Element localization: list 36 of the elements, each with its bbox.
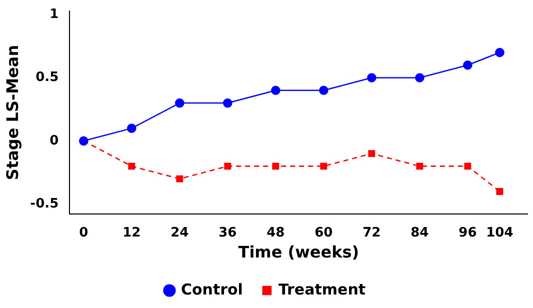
y-tick-label: 1 [50, 6, 59, 22]
point [126, 124, 136, 133]
x-tick-label: 84 [410, 225, 429, 240]
x-tick-label: 60 [314, 225, 333, 240]
legend-label: Treatment [278, 280, 366, 298]
point [416, 162, 424, 170]
point [224, 162, 232, 170]
legend-label: Control [180, 280, 243, 298]
x-tick-label: 96 [458, 225, 477, 240]
y-tick-label: -0.5 [30, 196, 59, 212]
y-tick-label: 0.5 [36, 70, 59, 86]
point [367, 73, 376, 82]
x-tick-label: 104 [486, 225, 514, 240]
point [496, 188, 504, 195]
point [176, 175, 184, 182]
y-axis-title: Stage LS-Mean [2, 44, 22, 180]
point [463, 60, 472, 70]
point [320, 162, 328, 170]
y-tick-label: 0 [50, 133, 59, 148]
point [128, 162, 136, 170]
point [464, 162, 472, 170]
x-tick-label: 24 [170, 225, 189, 240]
point [272, 162, 280, 170]
x-tick-label: 36 [218, 225, 237, 240]
point [174, 98, 184, 108]
x-tick-label: 12 [122, 225, 141, 240]
x-tick-label: 72 [362, 225, 381, 240]
x-tick-label: 0 [79, 225, 88, 240]
point [271, 86, 280, 96]
point [223, 98, 232, 108]
x-axis-title: Time (weeks) [238, 242, 360, 262]
point [368, 150, 376, 158]
point [415, 73, 424, 82]
point [495, 48, 504, 58]
point [319, 86, 328, 96]
x-tick-label: 48 [266, 225, 285, 240]
